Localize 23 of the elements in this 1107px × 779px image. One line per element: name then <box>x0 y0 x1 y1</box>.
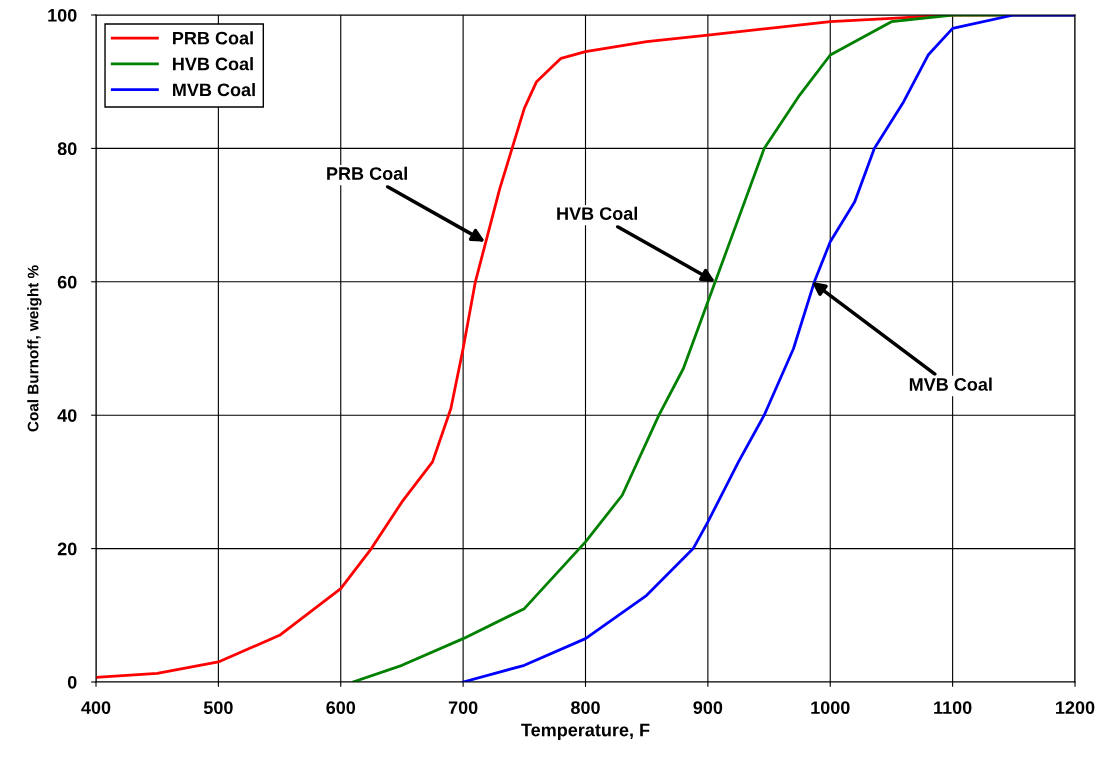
y-tick-label: 20 <box>57 542 77 556</box>
y-axis-title: Coal Burnoff, weight % <box>27 265 42 432</box>
x-tick-label: 900 <box>693 701 723 715</box>
x-tick-label: 700 <box>448 701 478 715</box>
annotation: PRB Coal <box>327 166 407 180</box>
x-tick-label: 1200 <box>1056 701 1095 715</box>
y-tick-label: 60 <box>57 275 77 289</box>
x-tick-label: 800 <box>571 701 600 715</box>
x-tick-label: 1000 <box>811 701 850 715</box>
legend-label: HVB Coal <box>173 57 253 71</box>
annotation: HVB Coal <box>557 206 638 220</box>
legend-label: MVB Coal <box>173 82 255 97</box>
annotation: MVB Coal <box>909 377 992 391</box>
x-tick-label: 500 <box>203 701 233 715</box>
x-tick-label: 1100 <box>934 701 972 715</box>
x-tick-label: 400 <box>81 701 111 715</box>
y-tick-label: 40 <box>57 409 77 422</box>
x-axis-title: Temperature, F <box>521 723 650 740</box>
y-tick-label: 80 <box>57 142 77 156</box>
y-tick-label: 0 <box>67 675 77 689</box>
legend-label: PRB Coal <box>173 31 253 45</box>
x-tick-label: 600 <box>326 701 356 715</box>
y-tick-label: 100 <box>48 8 77 22</box>
